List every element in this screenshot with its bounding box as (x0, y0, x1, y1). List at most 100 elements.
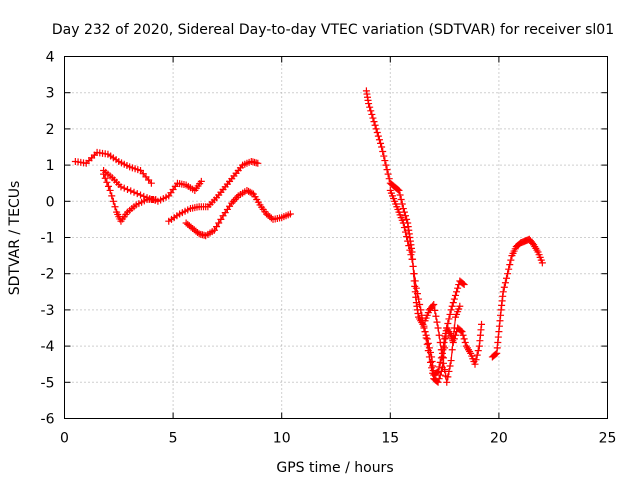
data-point (385, 175, 393, 183)
data-point (499, 288, 507, 296)
y-tick-label: 2 (46, 122, 55, 138)
series-arc-3 (100, 170, 160, 225)
data-point (448, 346, 456, 354)
data-point (411, 277, 419, 285)
data-point (103, 178, 111, 186)
data-point (286, 210, 294, 218)
data-point (471, 360, 479, 368)
data-point (456, 302, 464, 310)
data-point (397, 195, 405, 203)
data-point (108, 192, 116, 200)
data-point (435, 331, 443, 339)
data-point (421, 328, 429, 336)
data-point (106, 186, 114, 194)
x-tick-label: 0 (60, 431, 69, 447)
data-point (501, 279, 509, 287)
data-point (413, 290, 421, 298)
data-point (368, 110, 376, 118)
data-point (443, 324, 451, 332)
y-tick-label: 1 (46, 158, 55, 174)
series-arc-8 (421, 300, 464, 386)
series-arc-4 (165, 157, 262, 225)
data-point (366, 103, 374, 111)
data-point (504, 270, 512, 278)
data-point (430, 300, 438, 308)
data-point (130, 188, 138, 196)
data-point (440, 359, 448, 367)
data-point (382, 161, 390, 169)
data-point (425, 353, 433, 361)
series-line (492, 238, 543, 358)
data-point (123, 186, 131, 194)
x-axis-label: GPS time / hours (276, 460, 393, 476)
data-point (408, 255, 416, 263)
data-point (117, 183, 125, 191)
series-arc-5 (182, 186, 294, 240)
data-point (433, 318, 441, 326)
data-point (436, 371, 444, 379)
data-point (415, 295, 423, 303)
data-point (417, 306, 425, 314)
data-point (217, 215, 225, 223)
data-point (459, 331, 467, 339)
data-series (71, 87, 546, 386)
data-point (248, 189, 256, 197)
data-point (370, 118, 378, 126)
data-point (449, 335, 457, 343)
data-point (451, 291, 459, 299)
data-point (405, 242, 413, 250)
x-tick-label: 15 (381, 431, 399, 447)
data-point (147, 179, 155, 187)
data-point (444, 319, 452, 327)
data-point (447, 306, 455, 314)
data-point (506, 261, 514, 269)
data-point (373, 129, 381, 137)
data-point (503, 274, 511, 282)
data-point (374, 132, 382, 140)
data-point (111, 203, 119, 211)
data-point (383, 166, 391, 174)
data-point (450, 295, 458, 303)
data-point (429, 369, 437, 377)
y-tick-label: 4 (46, 50, 55, 66)
y-tick-label: -5 (41, 375, 55, 391)
axis-ticks (64, 56, 608, 419)
data-point (406, 246, 414, 254)
data-point (409, 262, 417, 270)
data-point (365, 100, 373, 108)
y-tick-label: -3 (41, 303, 55, 319)
data-point (438, 353, 446, 361)
data-point (210, 226, 218, 234)
data-point (420, 322, 428, 330)
data-point (435, 375, 443, 383)
data-point (443, 378, 451, 386)
data-point (429, 302, 437, 310)
data-point (100, 170, 108, 178)
data-point (442, 334, 450, 342)
data-point (437, 346, 445, 354)
data-point (458, 328, 466, 336)
data-point (478, 320, 486, 328)
series-arc-9 (488, 235, 546, 361)
data-point (396, 191, 404, 199)
data-point (423, 340, 431, 348)
data-point (371, 121, 379, 129)
series-arc-6 (362, 87, 486, 379)
data-point (454, 284, 462, 292)
series-arc-7 (386, 186, 468, 386)
data-point (450, 324, 458, 332)
data-point (492, 350, 500, 358)
data-point (461, 338, 469, 346)
data-point (267, 214, 275, 222)
data-point (381, 157, 389, 165)
data-point (432, 312, 440, 320)
chart-title: Day 232 of 2020, Sidereal Day-to-day VTE… (52, 22, 614, 38)
grid-lines (64, 56, 608, 419)
data-point (444, 373, 452, 381)
data-point (445, 315, 453, 323)
data-point (404, 237, 412, 245)
x-tick-label: 25 (599, 431, 617, 447)
data-point (424, 347, 432, 355)
data-point (538, 259, 546, 267)
data-point (435, 363, 443, 371)
